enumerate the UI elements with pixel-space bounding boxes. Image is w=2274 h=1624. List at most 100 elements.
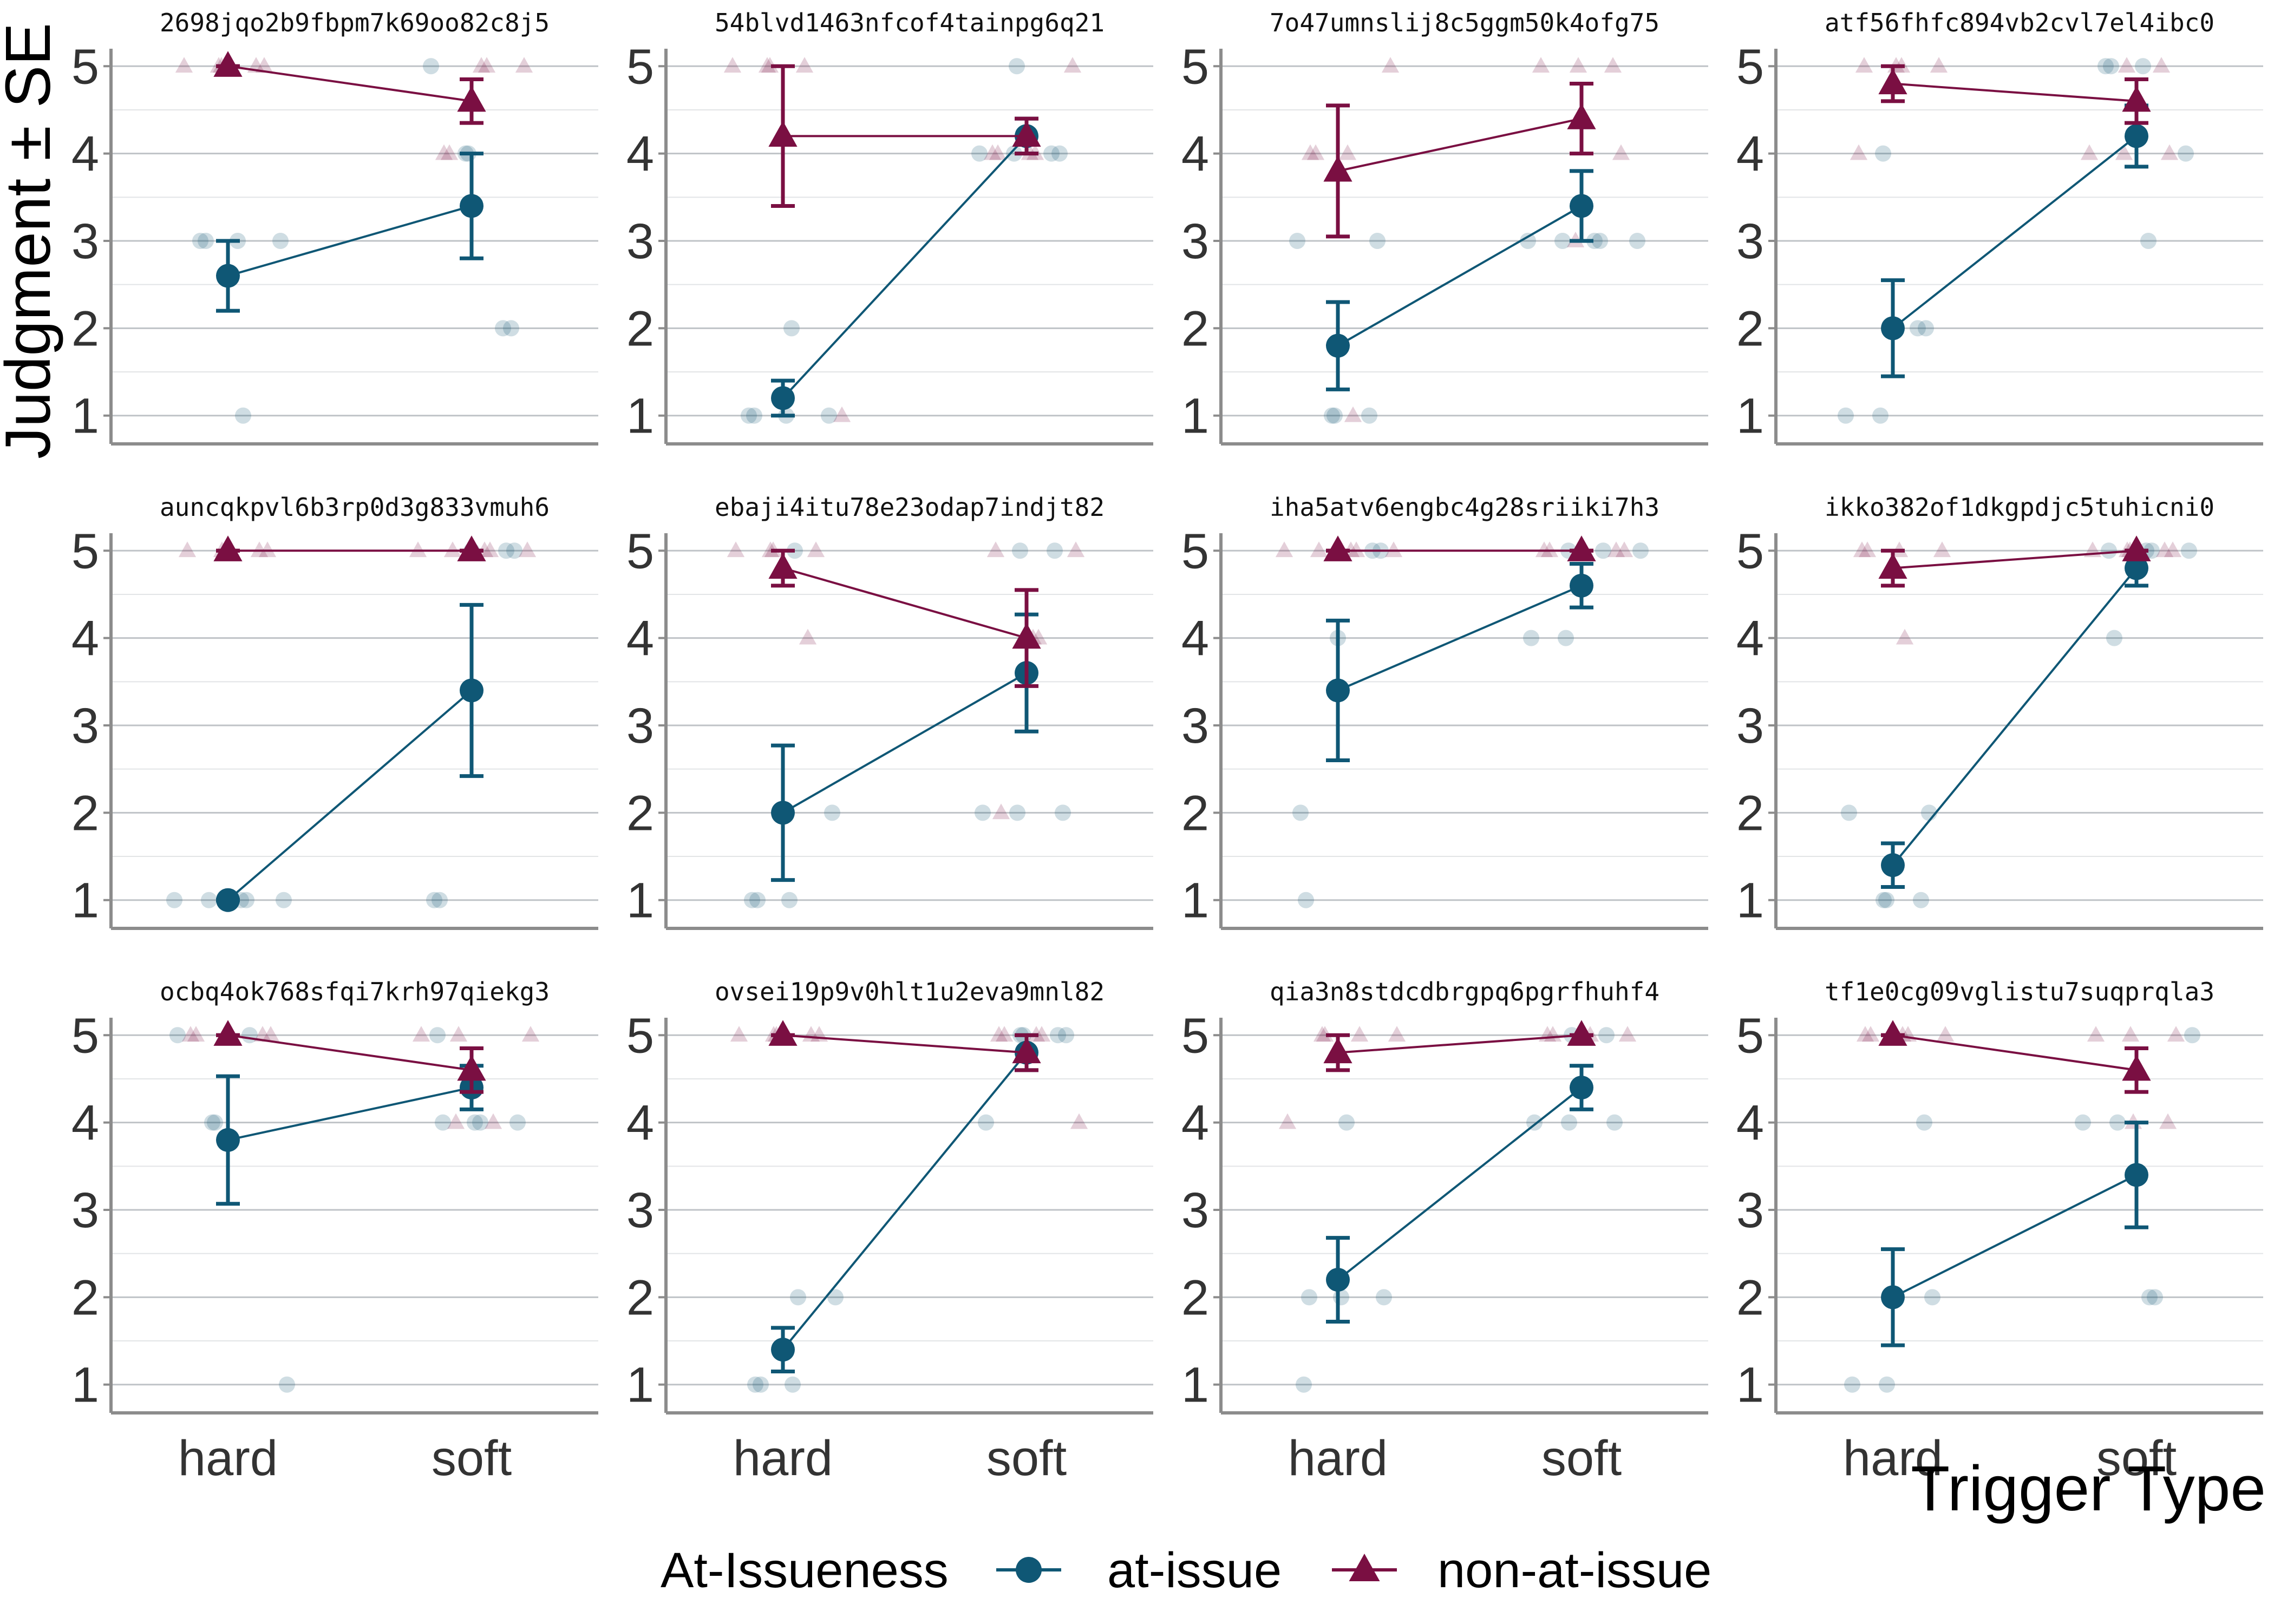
- raw-circle-point: [435, 1114, 451, 1131]
- raw-circle-point: [1051, 145, 1068, 162]
- y-tick-label: 2: [1736, 301, 1764, 356]
- raw-triangle-point: [990, 1026, 1008, 1042]
- raw-circle-point: [1292, 804, 1309, 821]
- raw-circle-point: [1838, 407, 1854, 424]
- raw-circle-point: [495, 320, 511, 337]
- raw-triangle-point: [484, 1113, 502, 1129]
- x-tick-label: hard: [178, 1431, 278, 1486]
- mean-circle-marker: [771, 386, 795, 410]
- raw-circle-point: [192, 233, 208, 249]
- raw-circle-point: [1376, 1289, 1392, 1306]
- raw-triangle-point: [2164, 541, 2182, 558]
- raw-circle-point: [978, 1114, 994, 1131]
- raw-circle-point: [1924, 1289, 1940, 1306]
- raw-circle-point: [1050, 1027, 1066, 1044]
- raw-circle-point: [1055, 804, 1071, 821]
- mean-triangle-marker: [213, 51, 243, 77]
- raw-triangle-point: [412, 1026, 430, 1042]
- x-tick-label: hard: [733, 1431, 833, 1486]
- raw-triangle-point: [727, 541, 745, 558]
- mean-circle-marker: [1570, 573, 1593, 598]
- facet-panel: 1 2 3 4 5 iha5atv6engbc4g28sriiki7h3: [1181, 493, 1708, 930]
- facet-panel: 1 2 3 4 5 atf56fhfc894vb2cvl7el4ibc0: [1736, 8, 2263, 446]
- raw-circle-point: [746, 407, 762, 424]
- raw-triangle-point: [1930, 57, 1948, 73]
- raw-circle-point: [1844, 1376, 1860, 1393]
- raw-circle-point: [1875, 145, 1891, 162]
- facet-title: ebaji4itu78e23odap7indjt82: [715, 493, 1105, 522]
- series-line: [782, 1034, 1027, 1054]
- raw-triangle-point: [1347, 541, 1365, 558]
- raw-circle-point: [472, 1114, 488, 1131]
- raw-triangle-point: [1388, 1026, 1406, 1042]
- facet-title: ovsei19p9v0hlt1u2eva9mnl82: [715, 977, 1105, 1006]
- y-tick-label: 1: [1736, 873, 1764, 928]
- raw-circle-point: [423, 58, 439, 75]
- mean-triangle-marker: [1878, 68, 1907, 95]
- raw-circle-point: [1520, 233, 1536, 249]
- raw-circle-point: [1012, 542, 1028, 559]
- y-tick-label: 4: [626, 1096, 654, 1151]
- raw-circle-point: [1586, 233, 1603, 249]
- y-tick-label: 2: [1181, 785, 1209, 841]
- raw-triangle-point: [723, 57, 742, 73]
- raw-triangle-point: [250, 541, 269, 558]
- raw-circle-point: [1369, 233, 1386, 249]
- mean-circle-marker: [460, 678, 483, 703]
- raw-triangle-point: [1569, 57, 1587, 73]
- raw-circle-point: [2147, 1289, 2163, 1306]
- raw-circle-point: [1598, 1027, 1615, 1044]
- facet-title: qia3n8stdcdbrgpq6pgrfhuhf4: [1270, 977, 1659, 1006]
- mean-circle-marker: [216, 888, 240, 912]
- raw-triangle-point: [1381, 57, 1400, 73]
- y-tick-label: 1: [626, 1358, 654, 1413]
- raw-triangle-point: [481, 541, 499, 558]
- series-line: [782, 1052, 1028, 1351]
- raw-circle-point: [2135, 58, 2151, 75]
- raw-triangle-point: [1933, 541, 1951, 558]
- facet-title: atf56fhfc894vb2cvl7el4ibc0: [1825, 8, 2214, 37]
- raw-circle-point: [2109, 1114, 2126, 1131]
- facet-panel: 1 2 3 4 5 ebaji4itu78e23odap7indjt82: [626, 493, 1153, 930]
- raw-triangle-point: [1855, 57, 1873, 73]
- raw-circle-point: [1009, 58, 1025, 75]
- facet-title: iha5atv6engbc4g28sriiki7h3: [1270, 493, 1659, 522]
- raw-circle-point: [821, 407, 837, 424]
- y-tick-label: 5: [1736, 39, 1764, 94]
- facet-panel: 1 2 3 4 5 hard soft qia3n8stdcdbrgpq6pgrfhuhf4: [1181, 977, 1708, 1486]
- y-tick-label: 5: [626, 39, 654, 94]
- raw-circle-point: [2103, 58, 2119, 75]
- series-line: [1337, 117, 1582, 172]
- facet-panel: 1 2 3 4 5 ikko382of1dkgpdjc5tuhicni0: [1736, 493, 2263, 930]
- raw-triangle-point: [833, 406, 851, 422]
- raw-triangle-point: [2121, 1026, 2140, 1042]
- y-tick-label: 4: [626, 611, 654, 666]
- raw-circle-point: [467, 1114, 483, 1131]
- facet-title: 7o47umnslij8c5ggm50k4ofg75: [1270, 8, 1659, 37]
- mean-triangle-marker: [1012, 1037, 1041, 1064]
- y-tick-label: 2: [71, 301, 99, 356]
- raw-triangle-point: [518, 541, 537, 558]
- raw-triangle-point: [2152, 57, 2171, 73]
- y-tick-label: 1: [1181, 1358, 1209, 1413]
- raw-circle-point: [2097, 58, 2114, 75]
- raw-triangle-point: [1306, 144, 1325, 160]
- mean-triangle-marker: [2122, 535, 2151, 561]
- series-line: [782, 672, 1027, 814]
- legend-entry-label: non-at-issue: [1437, 1543, 1711, 1598]
- facet-title: ikko382of1dkgpdjc5tuhicni0: [1825, 493, 2214, 522]
- raw-triangle-point: [2155, 541, 2174, 558]
- y-tick-label: 1: [1181, 389, 1209, 444]
- raw-triangle-point: [1070, 1113, 1088, 1129]
- raw-circle-point: [1913, 892, 1929, 908]
- raw-triangle-point: [187, 1026, 205, 1042]
- raw-triangle-point: [1063, 57, 1082, 73]
- y-tick-label: 2: [626, 785, 654, 841]
- y-tick-label: 2: [1181, 301, 1209, 356]
- raw-circle-point: [272, 233, 289, 249]
- raw-triangle-point: [1384, 541, 1403, 558]
- raw-triangle-point: [1618, 1026, 1637, 1042]
- y-tick-label: 3: [1181, 698, 1209, 754]
- raw-circle-point: [503, 320, 519, 337]
